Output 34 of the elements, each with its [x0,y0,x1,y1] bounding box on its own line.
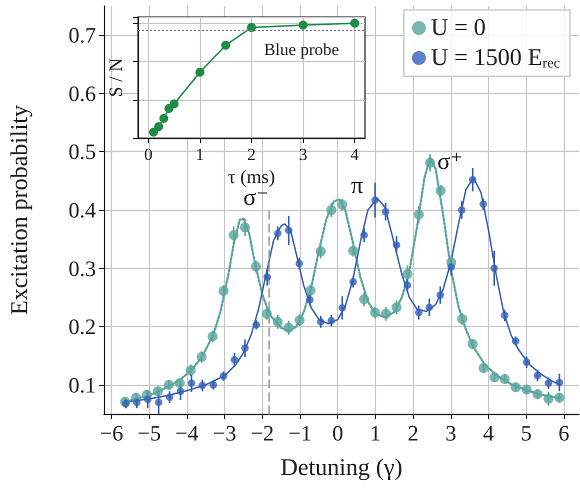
y-tick-label: 0.7 [68,22,96,48]
annotation: σ⁻ [243,185,269,211]
x-tick-label: 0 [144,145,153,164]
y-axis-title: S / N [106,58,127,98]
x-tick-label: −1 [288,420,312,446]
x-tick-label: −6 [100,420,124,446]
x-tick-label: 0 [332,420,344,446]
y-tick-label: 0.4 [68,198,96,222]
x-tick-label: 3 [298,145,308,164]
x-tick-label: −2 [250,420,274,446]
y-tick-label: 0.5 [68,139,96,164]
x-tick-label: 2 [247,145,256,164]
x-tick-label: 1 [370,420,381,446]
x-tick-label: −5 [138,420,161,446]
ref-line-label: Blue probe [264,40,340,60]
x-axis-title: Detuning (γ) [280,455,402,481]
y-tick-label: 0.2 [68,314,96,340]
x-tick-label: 4 [350,145,360,164]
y-tick-label: 0.3 [68,256,96,281]
y-axis-title: Excitation probability [7,105,33,315]
x-tick-label: 5 [520,420,532,446]
x-tick-label: 2 [408,420,419,446]
x-axis-title: τ (ms) [228,167,276,188]
x-tick-label: 4 [483,420,494,446]
legend-label: U = 0 [430,15,486,41]
y-tick-label: 0.6 [68,80,96,106]
x-tick-label: −3 [212,420,236,446]
annotation: π [350,173,364,199]
x-tick-label: −4 [175,420,199,446]
x-tick-label: 6 [558,420,570,446]
y-tick-label: 0.1 [68,372,96,398]
x-tick-label: 1 [196,145,204,164]
x-tick-label: 3 [445,420,456,446]
annotation: σ⁺ [437,149,463,175]
